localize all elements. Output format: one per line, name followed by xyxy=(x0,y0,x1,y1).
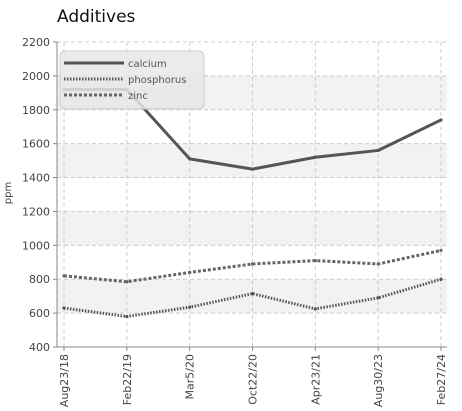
y-tick-label: 1200 xyxy=(22,205,50,218)
y-tick-label: 1800 xyxy=(22,104,50,117)
y-tick-label: 2200 xyxy=(22,36,50,49)
data-point-zinc xyxy=(250,262,255,266)
y-tick-label: 1600 xyxy=(22,138,50,151)
data-point-zinc xyxy=(188,270,192,275)
y-tick-label: 400 xyxy=(29,341,50,354)
data-point-phosphorus xyxy=(125,314,129,319)
y-tick-label: 2000 xyxy=(22,70,50,83)
y-tick-label: 1000 xyxy=(22,239,50,252)
data-point-calcium xyxy=(313,155,317,159)
data-point-phosphorus xyxy=(62,306,66,310)
x-tick-label: Aug23/18 xyxy=(58,354,71,407)
y-axis-label: ppm xyxy=(3,182,14,204)
data-point-phosphorus xyxy=(250,292,255,296)
data-point-calcium xyxy=(439,118,443,122)
data-point-zinc xyxy=(313,258,317,263)
plot-bands xyxy=(57,75,447,314)
data-point-phosphorus xyxy=(439,277,443,281)
x-tick-label: Apr23/21 xyxy=(309,354,322,405)
y-tick-label: 1400 xyxy=(22,172,50,185)
data-point-phosphorus xyxy=(188,305,192,309)
data-point-zinc xyxy=(439,248,443,253)
chart-title: Additives xyxy=(57,7,136,27)
data-point-zinc xyxy=(376,262,380,266)
x-tick-label: Aug30/23 xyxy=(372,354,385,407)
data-point-phosphorus xyxy=(313,307,317,311)
legend-label-zinc: zinc xyxy=(128,91,148,102)
data-point-calcium xyxy=(250,167,255,171)
x-tick-label: Oct22/20 xyxy=(247,354,260,405)
legend-label-calcium: calcium xyxy=(128,59,167,70)
axes xyxy=(53,41,447,351)
data-point-zinc xyxy=(62,274,66,278)
legend: calcium phosphorus zinc xyxy=(59,50,205,110)
data-point-zinc xyxy=(125,280,129,284)
x-tick-labels: Aug23/18 Feb22/19 Mar5/20 Oct22/20 Apr23/21 A… xyxy=(58,354,448,407)
data-point-calcium xyxy=(376,148,380,153)
y-tick-labels: 400 600 800 1000 1200 1400 1600 1800 2000 2200 xyxy=(22,36,50,354)
x-tick-label: Mar5/20 xyxy=(184,354,197,399)
y-tick-label: 600 xyxy=(29,307,50,320)
x-tick-label: Feb22/19 xyxy=(121,354,134,405)
legend-label-phosphorus: phosphorus xyxy=(128,75,186,86)
data-point-calcium xyxy=(188,157,192,161)
data-point-phosphorus xyxy=(376,296,380,300)
x-tick-label: Feb27/24 xyxy=(435,354,448,405)
y-tick-label: 800 xyxy=(29,273,50,286)
